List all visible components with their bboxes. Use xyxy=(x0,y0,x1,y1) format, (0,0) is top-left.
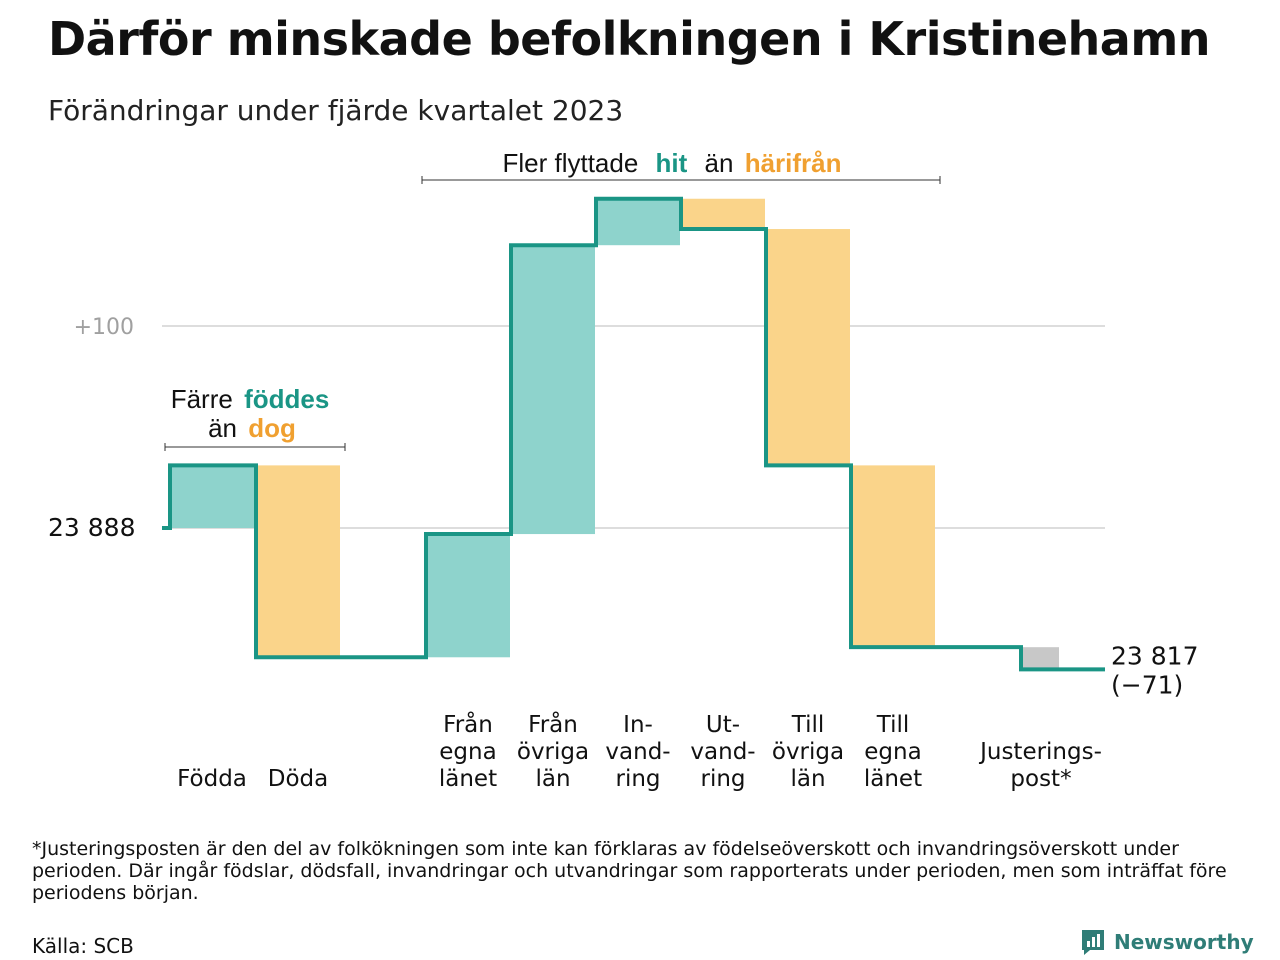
gridline-label-1: +100 xyxy=(74,315,134,340)
end-change-label: (−71) xyxy=(1111,670,1183,699)
annotation-births-mid: än xyxy=(208,413,237,443)
labels-layer: Födda Döda Från egna länet Från övriga länIn-va… xyxy=(48,513,1198,792)
category-label-3: Från övriga län xyxy=(517,710,589,792)
annotation-migration-pre: Fler flyttade xyxy=(502,148,638,178)
bar-3 xyxy=(511,245,595,535)
annotation-births-deaths: Färre föddes än dog xyxy=(164,384,346,451)
bar-2 xyxy=(426,534,510,658)
bar-0 xyxy=(170,465,254,528)
svg-text:Fler flyttade hit: Fler flyttade hit än härifrån xyxy=(502,148,841,178)
category-label-6: Till övriga län xyxy=(772,712,844,792)
annotation-births-highlight: föddes xyxy=(244,384,329,414)
bars-layer xyxy=(170,198,1059,670)
category-label-0: Födda xyxy=(177,766,247,792)
svg-text:än dog: än dog xyxy=(208,413,296,443)
category-label-8: Justerings-post* xyxy=(978,739,1102,792)
start-value-label: 23 888 xyxy=(48,513,135,542)
source-label: Källa: SCB xyxy=(32,934,134,958)
line-layer xyxy=(162,196,1105,672)
annotation-migration: Fler flyttade hit än härifrån xyxy=(421,148,941,184)
footnote: *Justeringsposten är den del av folkökni… xyxy=(32,838,1227,904)
annotation-migration-mid: än xyxy=(705,148,734,178)
bar-1 xyxy=(256,465,340,658)
category-label-7: Till egna länet xyxy=(864,712,922,792)
brand-name: Newsworthy xyxy=(1114,930,1254,954)
category-label-2: Från egna länet xyxy=(439,710,497,792)
waterfall-chart: +100 Födda Döda Från egna länet Från övriga län… xyxy=(48,148,1198,792)
annotation-migration-highlight-out: härifrån xyxy=(745,148,842,178)
category-label-4: In-vand-ring xyxy=(605,712,670,792)
category-label-5: Ut-vand-ring xyxy=(690,712,755,792)
annotation-deaths-highlight: dog xyxy=(248,413,296,443)
annotation-births-pre: Färre xyxy=(171,384,233,414)
end-value-label: 23 817 xyxy=(1111,641,1198,670)
page-title: Därför minskade befolkningen i Kristineh… xyxy=(48,12,1211,66)
category-label-1: Döda xyxy=(268,766,328,792)
brand-logo: Newsworthy xyxy=(1080,928,1254,956)
svg-text:Färre föddes: Färre föddes xyxy=(171,384,330,414)
newsworthy-icon xyxy=(1082,930,1104,955)
bar-6 xyxy=(766,229,850,466)
page-subtitle: Förändringar under fjärde kvartalet 2023 xyxy=(48,94,624,127)
bar-8 xyxy=(1022,647,1059,670)
bar-5 xyxy=(681,198,765,230)
bar-7 xyxy=(851,465,935,648)
bar-4 xyxy=(596,198,680,246)
annotation-migration-highlight-in: hit xyxy=(656,148,688,178)
cumulative-line xyxy=(162,196,1105,672)
